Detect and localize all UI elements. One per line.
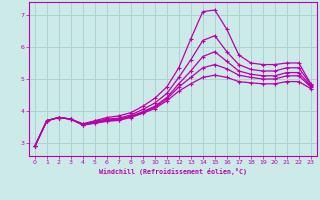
- X-axis label: Windchill (Refroidissement éolien,°C): Windchill (Refroidissement éolien,°C): [99, 168, 247, 175]
